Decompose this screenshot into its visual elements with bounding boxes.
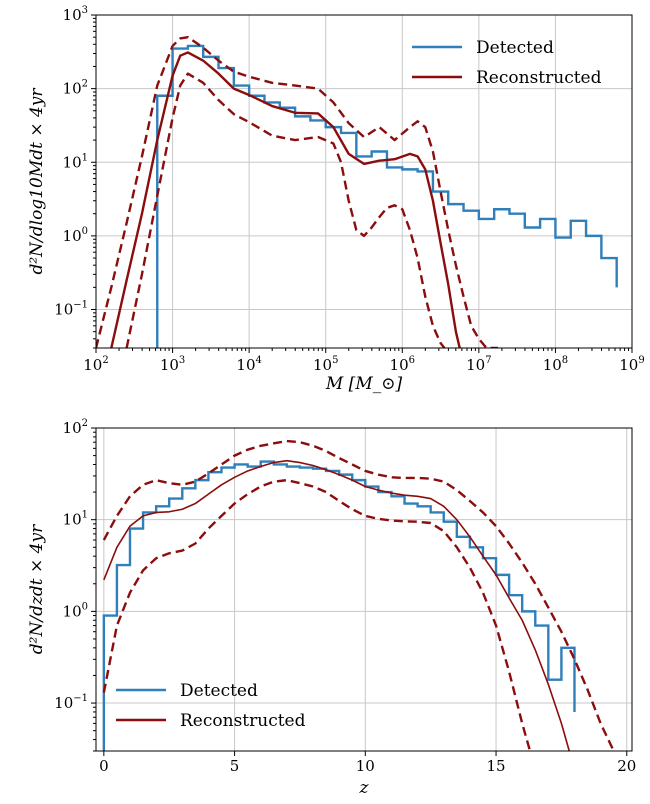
detected-histogram (156, 44, 618, 348)
legend-reconstructed-label: Reconstructed (476, 68, 602, 88)
axes-frame (95, 14, 633, 349)
y-tick-label: 101 (63, 152, 88, 171)
y-tick-label: 102 (63, 79, 88, 98)
x-tick-label: 109 (619, 355, 644, 374)
reconstructed-upper-bound (102, 439, 615, 751)
legend-reconstructed-label: Reconstructed (180, 711, 306, 731)
x-tick-label: 0 (99, 757, 109, 775)
legend: Detected Reconstructed (116, 681, 306, 731)
reconstructed-lower-bound (102, 478, 532, 751)
x-axis-label: z (359, 778, 370, 798)
y-axis-label: d²N/dzdt × 4yr (27, 524, 47, 654)
gridlines (96, 427, 632, 751)
x-tick-label: 106 (390, 355, 415, 374)
x-tick-label: 105 (313, 355, 338, 374)
plot-area (96, 35, 618, 348)
reconstructed-curve (103, 459, 571, 751)
plot-area (102, 439, 615, 751)
x-tick-label: 108 (543, 355, 568, 374)
y-tick-label: 100 (63, 601, 88, 620)
axes-frame (95, 427, 633, 752)
x-tick-label: 102 (83, 355, 108, 374)
tick-marks (91, 14, 633, 353)
detected-histogram (102, 460, 576, 751)
x-tick-label: 107 (466, 355, 491, 374)
x-tick-label: 103 (160, 355, 185, 374)
y-tick-label: 10−1 (54, 693, 88, 712)
x-tick-label: 15 (486, 757, 505, 775)
x-tick-label: 10 (356, 757, 375, 775)
y-tick-label: 10−1 (54, 300, 88, 319)
y-tick-label: 103 (63, 5, 88, 24)
legend-detected-label: Detected (476, 38, 554, 58)
x-tick-label: 20 (617, 757, 636, 775)
legend: Detected Reconstructed (412, 38, 602, 88)
y-tick-label: 100 (63, 226, 88, 245)
y-axis-label: d²N/dlog10Mdt × 4yr (27, 88, 47, 275)
x-tick-label: 5 (230, 757, 240, 775)
y-tick-label: 102 (63, 418, 88, 437)
reconstructed-lower-bound (125, 72, 446, 348)
reconstructed-upper-bound (96, 35, 498, 348)
x-axis-label: M [M_⊙] (325, 374, 403, 394)
legend-detected-label: Detected (180, 681, 258, 701)
x-tick-label: 104 (236, 355, 261, 374)
redshift-distribution-panel: 0 5 10 15 20 10−1 100 101 102 z d²N/dzdt × 4yr Dete… (27, 418, 636, 798)
y-tick-label: 101 (63, 510, 88, 529)
reconstructed-curve (110, 51, 461, 348)
tick-marks (91, 427, 628, 756)
mass-distribution-panel: 102 103 104 105 106 107 108 109 10−1 100 101 102 103… (27, 5, 645, 394)
